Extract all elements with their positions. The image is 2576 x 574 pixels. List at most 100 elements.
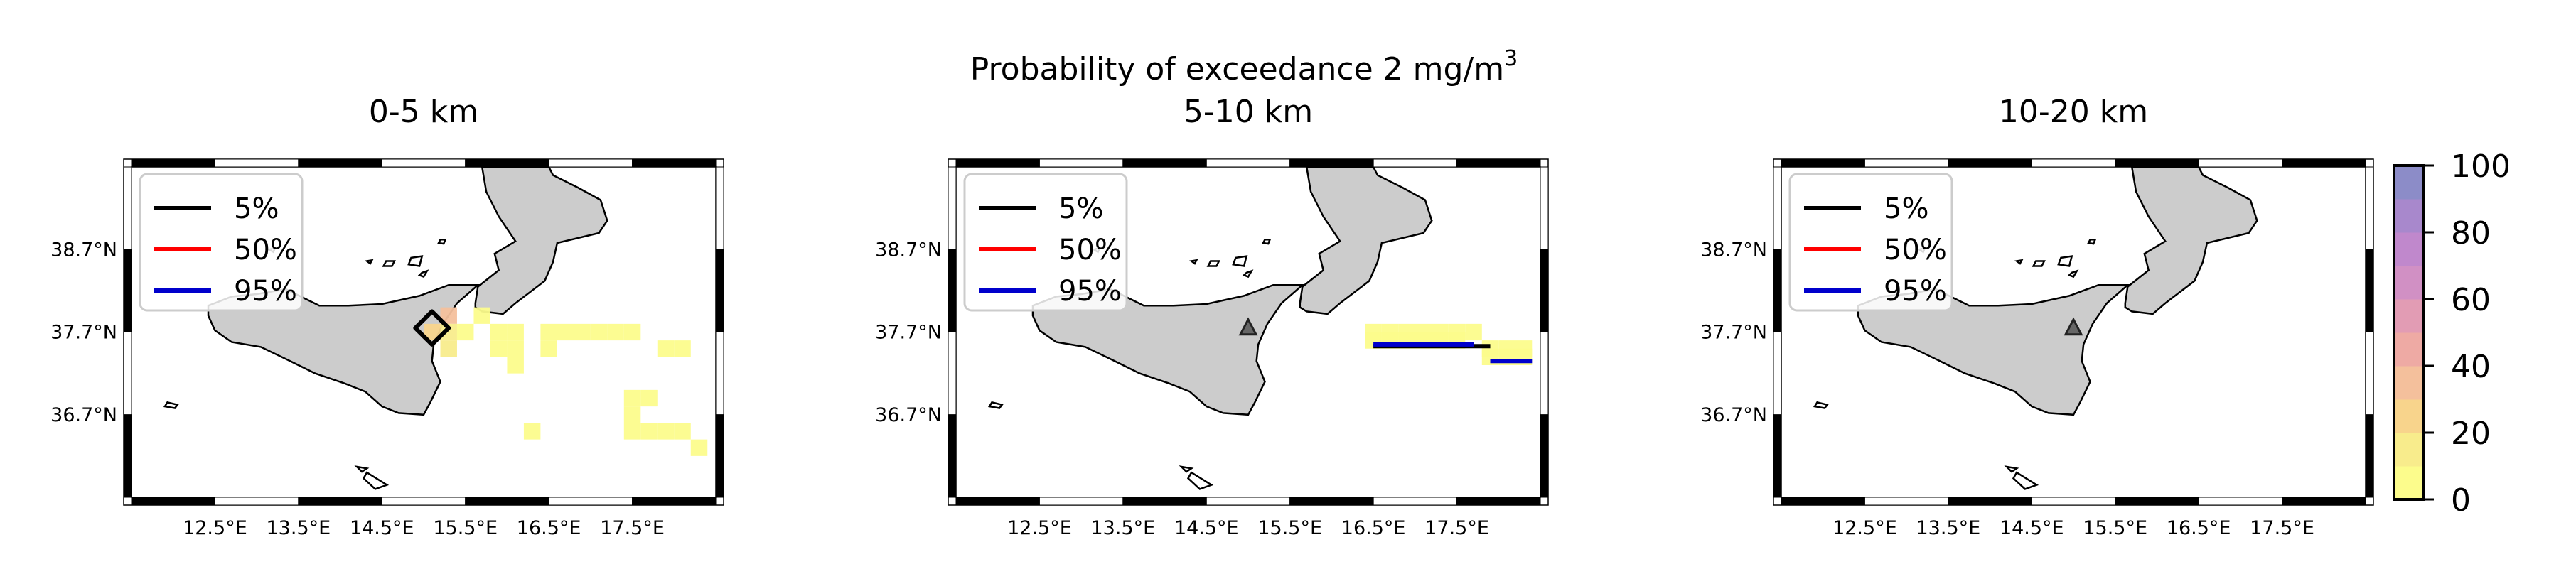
probability-cell: [490, 323, 508, 341]
frame-band-top: [214, 158, 299, 168]
island-outline: [437, 239, 447, 245]
frame-band-bottom: [1122, 497, 1207, 506]
x-tick-label: 14.5°E: [350, 517, 414, 539]
panel-title: 5-10 km: [1184, 94, 1313, 130]
x-tick-label: 17.5°E: [1424, 517, 1489, 539]
frame-band-right: [2365, 332, 2374, 416]
frame-band-right: [1540, 414, 1549, 498]
sicily-land: [1857, 283, 2130, 416]
frame-band-left: [123, 249, 132, 332]
legend-label: 95%: [1884, 275, 1947, 308]
frame-band-top: [1864, 158, 1949, 168]
x-tick-label: 12.5°E: [1007, 517, 1072, 539]
island-outline: [2012, 471, 2039, 490]
x-tick-label: 14.5°E: [1174, 517, 1239, 539]
frame-band-top: [131, 158, 215, 168]
y-tick-label: 36.7°N: [1700, 404, 1767, 426]
frame-band-right: [715, 414, 724, 498]
frame-band-top: [381, 158, 466, 168]
frame-band-left: [123, 332, 132, 416]
frame-band-bottom: [298, 497, 382, 506]
probability-cell: [623, 323, 641, 341]
frame-band-right: [715, 249, 724, 332]
triangle-icon: [2064, 317, 2083, 336]
frame-band-bottom: [1289, 497, 1374, 506]
x-tick-label: 15.5°E: [1257, 517, 1322, 539]
x-tick-label: 17.5°E: [600, 517, 665, 539]
frame-band-top: [1781, 158, 1865, 168]
colorbar-segment: [2394, 266, 2424, 300]
frame-band-left: [948, 166, 957, 250]
legend-label: 50%: [1058, 234, 1122, 266]
x-tick-label: 13.5°E: [267, 517, 331, 539]
frame-band-bottom: [1373, 497, 1458, 506]
frame-band-left: [1773, 166, 1782, 250]
colorbar-tick-label: 80: [2451, 215, 2491, 251]
suptitle-superscript: 3: [1504, 46, 1518, 71]
island-outline: [2087, 239, 2097, 245]
sicily-land: [207, 283, 481, 416]
island-outline: [2057, 255, 2073, 267]
island-outline: [1179, 465, 1194, 473]
calabria-land: [2124, 167, 2258, 315]
legend-label: 5%: [234, 193, 279, 225]
frame-band-right: [1540, 166, 1549, 250]
island-outline: [163, 401, 179, 409]
map-content: [163, 167, 708, 490]
legend-label: 50%: [234, 234, 297, 266]
y-tick-label: 37.7°N: [875, 322, 942, 344]
colorbar-tick-label: 20: [2451, 416, 2491, 452]
frame-band-top: [1039, 158, 1124, 168]
probability-cell: [674, 340, 691, 357]
legend-label: 5%: [1058, 193, 1103, 225]
island-outline: [362, 471, 390, 490]
probability-cell: [574, 323, 591, 341]
probability-cell: [657, 340, 675, 357]
probability-cell: [557, 323, 574, 341]
frame-band-left: [123, 166, 132, 250]
frame-band-bottom: [1864, 497, 1949, 506]
frame-band-top: [1373, 158, 1458, 168]
frame-band-right: [2365, 166, 2374, 250]
island-outline: [382, 260, 396, 267]
frame-band-top: [1948, 158, 2032, 168]
probability-cell: [523, 423, 541, 440]
frame-band-bottom: [1456, 497, 1541, 506]
colorbar-segment: [2394, 199, 2424, 233]
probability-cell: [440, 340, 457, 357]
frame-band-top: [1289, 158, 1374, 168]
y-tick-label: 37.7°N: [50, 322, 117, 344]
frame-band-bottom: [465, 497, 549, 506]
frame-band-left: [948, 414, 957, 498]
colorbar-tick-label: 0: [2451, 482, 2471, 519]
island-outline: [417, 269, 429, 278]
map-content: [987, 167, 1533, 490]
frame-band-top: [2115, 158, 2199, 168]
frame-band-right: [2365, 249, 2374, 332]
frame-band-bottom: [1039, 497, 1124, 506]
frame-band-top: [1122, 158, 1207, 168]
frame-band-bottom: [381, 497, 466, 506]
x-tick-label: 16.5°E: [2167, 517, 2231, 539]
colorbar-segment: [2394, 332, 2424, 367]
probability-cell: [623, 389, 641, 407]
y-tick-label: 38.7°N: [50, 239, 117, 261]
y-tick-label: 38.7°N: [875, 239, 942, 261]
frame-band-right: [1540, 249, 1549, 332]
y-tick-label: 36.7°N: [50, 404, 117, 426]
map-panel-1: 0-5 km 12.5°E 13.5°E 14.5°E 15.5°E 16.5°E 17.5…: [50, 94, 724, 539]
x-tick-label: 17.5°E: [2250, 517, 2314, 539]
frame-band-bottom: [2115, 497, 2199, 506]
island-outline: [407, 255, 424, 267]
island-outline: [2014, 259, 2024, 265]
x-tick-label: 13.5°E: [1091, 517, 1156, 539]
frame-band-bottom: [955, 497, 1040, 506]
probability-cell: [473, 307, 490, 324]
legend-label: 50%: [1884, 234, 1947, 266]
frame-band-bottom: [2031, 497, 2116, 506]
probability-cell: [507, 323, 524, 341]
colorbar-tick-label: 60: [2451, 282, 2491, 318]
island-outline: [1262, 239, 1272, 245]
y-tick-label: 37.7°N: [1700, 322, 1767, 344]
